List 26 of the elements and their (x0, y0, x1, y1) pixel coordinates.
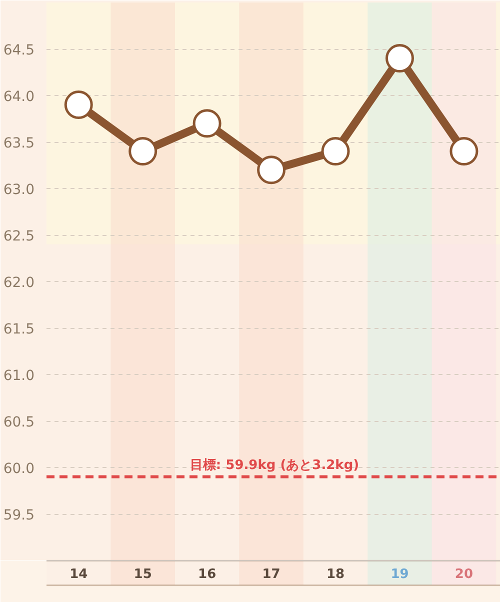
x-tick-label: 14 (70, 567, 88, 582)
point (257, 156, 286, 184)
x-tick-label: 16 (198, 567, 216, 582)
y-tick-label: 64.5 (3, 42, 34, 58)
y-tick-label: 61.5 (3, 322, 34, 338)
y-tick-label: 61.0 (3, 368, 34, 384)
y-tick-label: 63.0 (3, 182, 34, 198)
point (321, 137, 350, 166)
x-tick-label: 20 (454, 567, 474, 582)
x-tick-label: 15 (134, 567, 152, 582)
point (450, 137, 478, 166)
x-tick-label: 19 (390, 567, 409, 582)
ref-line-label: 目標: 59.9kg (あと3.2kg) (190, 458, 360, 473)
y-tick-label: 60.0 (3, 461, 34, 477)
x-tick-label: 18 (326, 567, 345, 582)
y-tick-label: 60.5 (3, 414, 34, 430)
y-tick-label: 64.0 (3, 89, 34, 105)
y-tick-label: 59.5 (3, 508, 34, 524)
point (128, 137, 158, 166)
y-tick-label: 62.5 (3, 228, 34, 244)
x-tick-label: 17 (262, 567, 280, 582)
point (385, 44, 414, 73)
y-tick-label: 62.0 (3, 275, 34, 291)
point (192, 109, 222, 138)
y-tick-label: 63.5 (3, 136, 34, 152)
point (64, 90, 93, 120)
